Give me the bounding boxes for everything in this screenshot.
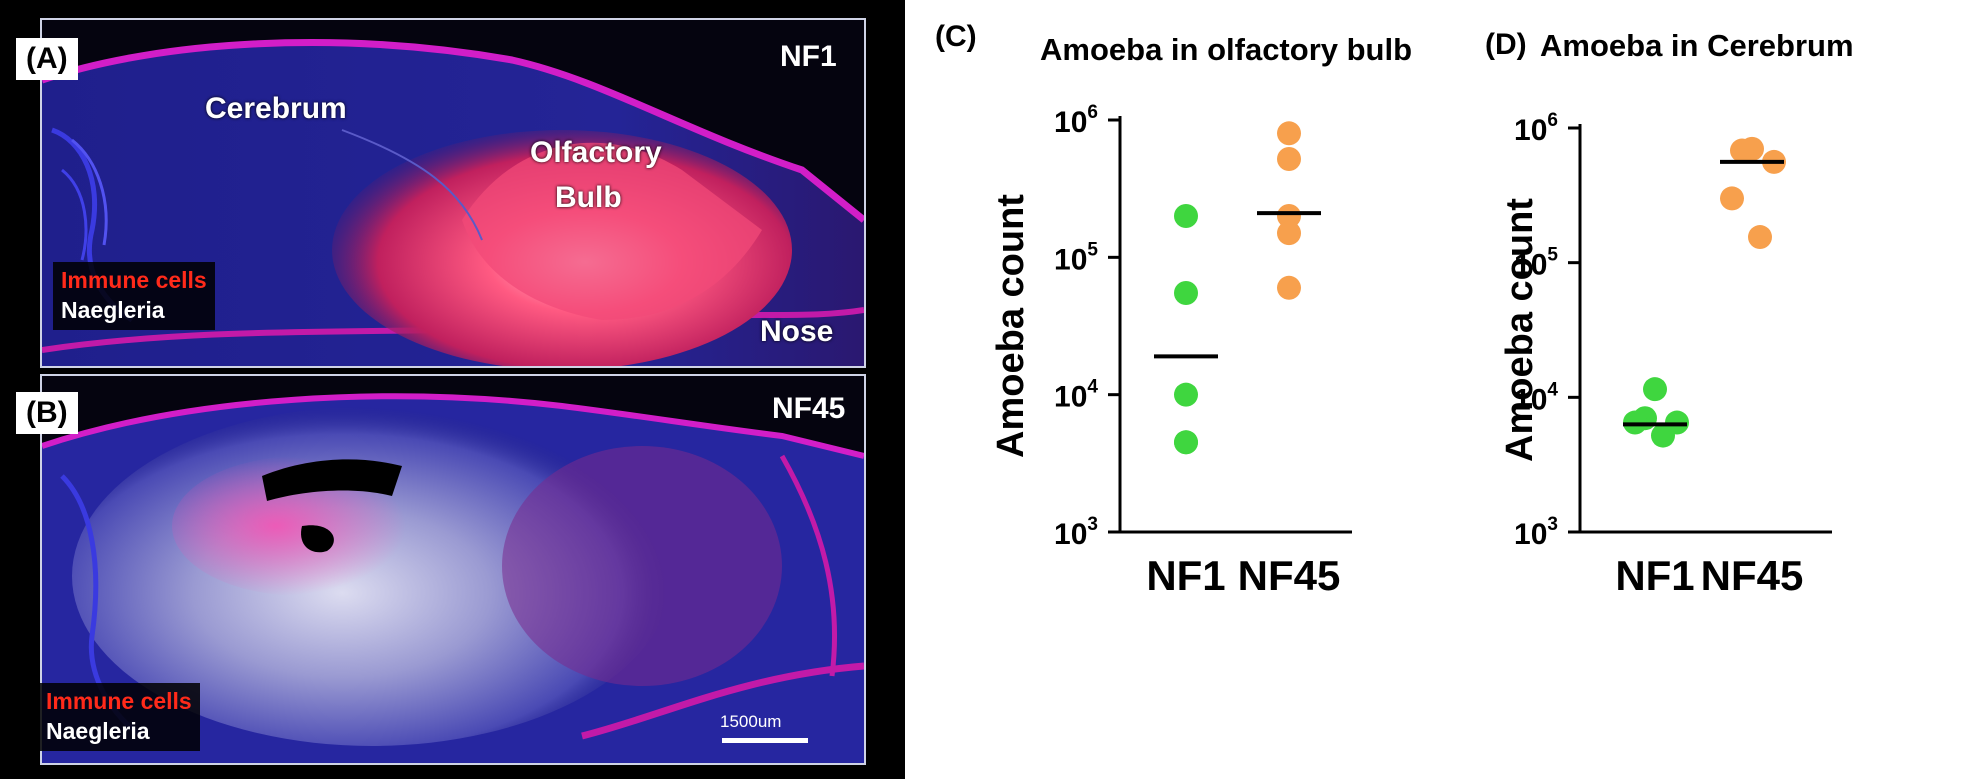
data-point-nf45 <box>1730 138 1754 163</box>
y-tick-exponent: 3 <box>1547 514 1558 535</box>
bulb-label: Bulb <box>555 181 622 214</box>
panel-b-brain-section <box>40 374 866 765</box>
chart-c-title: Amoeba in olfactory bulb <box>1040 32 1413 67</box>
x-tick-label: NF45 <box>1238 552 1341 599</box>
chart-d-letter: (D) <box>1485 28 1527 61</box>
y-tick-base: 10 <box>1514 114 1547 147</box>
y-tick-label: 106 <box>1514 110 1558 147</box>
y-tick-label: 105 <box>1514 245 1558 282</box>
data-point-nf1 <box>1174 430 1198 455</box>
y-tick-label: 106 <box>1054 102 1098 139</box>
legend-naegleria: Naegleria <box>61 296 165 323</box>
x-tick-label: NF1 <box>1146 552 1225 599</box>
y-tick-exponent: 6 <box>1547 110 1558 131</box>
y-tick-exponent: 6 <box>1087 102 1098 123</box>
panel-b-legend: Immune cells Naegleria <box>38 683 200 751</box>
y-tick-label: 104 <box>1054 377 1098 414</box>
y-axis-label: Amoeba count <box>1499 198 1541 462</box>
microscopy-figure: (A) (B) NF1 NF45 Cerebrum Olfactory Bulb… <box>0 0 905 779</box>
legend-immune-cells: Immune cells <box>61 267 207 293</box>
y-tick-exponent: 4 <box>1087 377 1098 398</box>
data-point-nf1 <box>1174 203 1198 228</box>
y-tick-exponent: 3 <box>1087 514 1098 535</box>
chart-d-title: Amoeba in Cerebrum <box>1540 28 1854 63</box>
cerebrum-label: Cerebrum <box>205 92 347 125</box>
data-point-nf45 <box>1277 275 1301 300</box>
data-point-nf45 <box>1720 186 1744 211</box>
y-tick-base: 10 <box>1054 106 1087 139</box>
olfactory-label: Olfactory <box>530 136 662 169</box>
y-tick-base: 10 <box>1514 518 1547 551</box>
y-tick-base: 10 <box>1054 381 1087 414</box>
panel-a-legend: Immune cells Naegleria <box>53 262 215 330</box>
y-tick-base: 10 <box>1054 518 1087 551</box>
panel-b-sample-label: NF45 <box>772 392 846 425</box>
y-tick-exponent: 5 <box>1087 239 1098 260</box>
y-tick-label: 103 <box>1054 514 1098 551</box>
scale-bar-label: 1500um <box>720 712 782 731</box>
data-point-nf45 <box>1277 121 1301 146</box>
chart-olfactory-bulb: (C) Amoeba in olfactory bulb 103 104 105 10… <box>920 0 1440 779</box>
y-axis-label: Amoeba count <box>990 194 1032 458</box>
data-point-nf45 <box>1277 203 1301 228</box>
scale-bar <box>722 738 808 743</box>
x-tick-label: NF45 <box>1701 552 1804 599</box>
nose-label: Nose <box>760 315 834 348</box>
y-tick-label: 105 <box>1054 239 1098 276</box>
y-tick-base: 10 <box>1514 383 1547 416</box>
y-tick-label: 104 <box>1514 379 1558 416</box>
panel-b-tissue-graphic <box>42 376 864 763</box>
panel-a-letter: (A) <box>16 38 78 80</box>
data-point-nf1 <box>1643 377 1667 402</box>
chart-c-letter: (C) <box>935 20 977 53</box>
panel-a-sample-label: NF1 <box>780 40 837 73</box>
y-tick-exponent: 5 <box>1547 245 1558 266</box>
data-point-nf1 <box>1174 382 1198 407</box>
legend-immune-cells: Immune cells <box>46 688 192 714</box>
data-point-nf45 <box>1277 221 1301 246</box>
y-tick-base: 10 <box>1514 249 1547 282</box>
y-tick-label: 103 <box>1514 514 1558 551</box>
chart-cerebrum: (D) Amoeba in Cerebrum 103 104 105 106 Amoeb… <box>1480 0 1984 779</box>
y-tick-exponent: 4 <box>1547 379 1558 400</box>
data-point-nf1 <box>1174 280 1198 305</box>
panel-b-letter: (B) <box>16 392 78 434</box>
data-point-nf45 <box>1277 147 1301 172</box>
y-tick-base: 10 <box>1054 243 1087 276</box>
data-point-nf1 <box>1651 423 1675 448</box>
legend-naegleria: Naegleria <box>46 717 150 744</box>
x-tick-label: NF1 <box>1615 552 1694 599</box>
data-point-nf45 <box>1748 225 1772 250</box>
